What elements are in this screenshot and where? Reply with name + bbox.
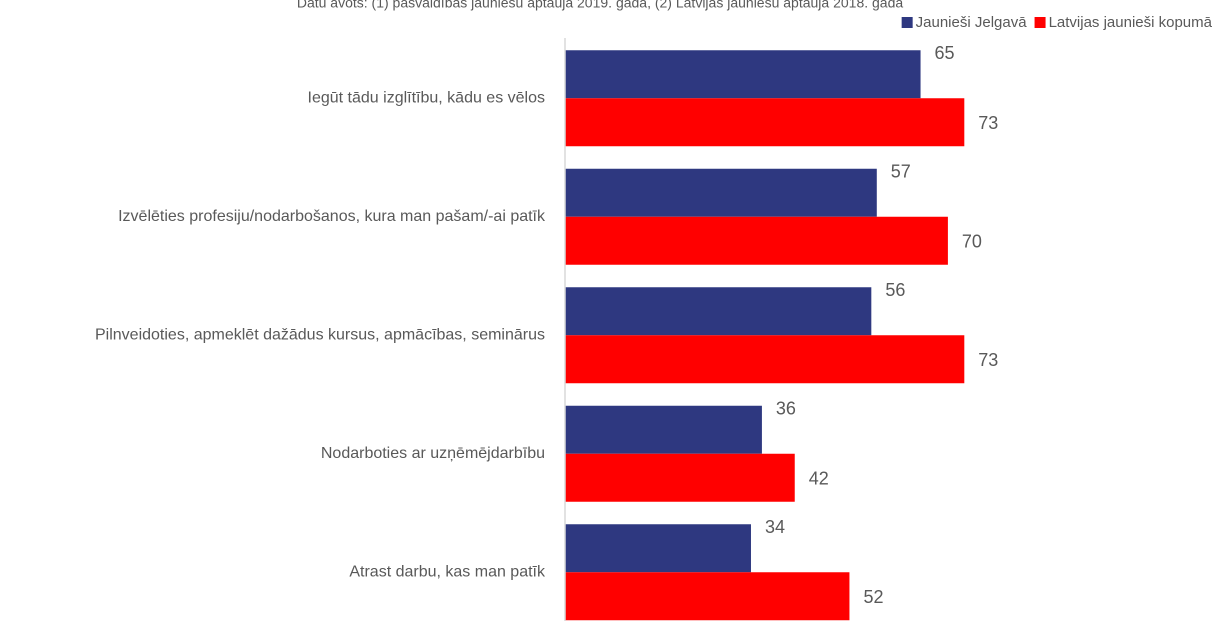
- bar: [565, 50, 921, 99]
- data-label: 36: [776, 399, 796, 419]
- bar: [565, 405, 762, 454]
- y-tick-label: Izvēlēties profesiju/nodarbošanos, kura …: [118, 208, 546, 225]
- bar: [565, 453, 795, 502]
- data-label: 73: [978, 113, 998, 133]
- bar: [565, 287, 872, 336]
- bar: [565, 168, 877, 217]
- bar: [565, 216, 948, 265]
- data-label: 57: [891, 162, 911, 182]
- data-label: 34: [765, 517, 785, 537]
- y-tick-label: Pilnveidoties, apmeklēt dažādus kursus, …: [95, 326, 545, 343]
- legend-label: Latvijas jaunieši kopumā: [1049, 14, 1213, 31]
- bar: [565, 98, 965, 147]
- legend-label: Jaunieši Jelgavā: [916, 14, 1028, 31]
- legend-swatch: [901, 17, 913, 28]
- data-label: 52: [863, 587, 883, 607]
- y-tick-label: Atrast darbu, kas man patīk: [349, 563, 546, 580]
- bar: [565, 524, 751, 573]
- data-label: 65: [935, 43, 955, 63]
- bar: [565, 335, 965, 384]
- y-tick-label: Nodarboties ar uzņēmējdarbību: [321, 445, 545, 462]
- chart-subtitle: Datu avots: (1) pašvaldības jauniešu apt…: [297, 0, 904, 11]
- legend-swatch: [1034, 17, 1046, 28]
- y-tick-label: Iegūt tādu izglītību, kādu es vēlos: [308, 89, 545, 106]
- data-label: 73: [978, 350, 998, 370]
- data-label: 42: [809, 469, 829, 489]
- bar: [565, 572, 850, 621]
- data-label: 56: [885, 280, 905, 300]
- data-label: 70: [962, 232, 982, 252]
